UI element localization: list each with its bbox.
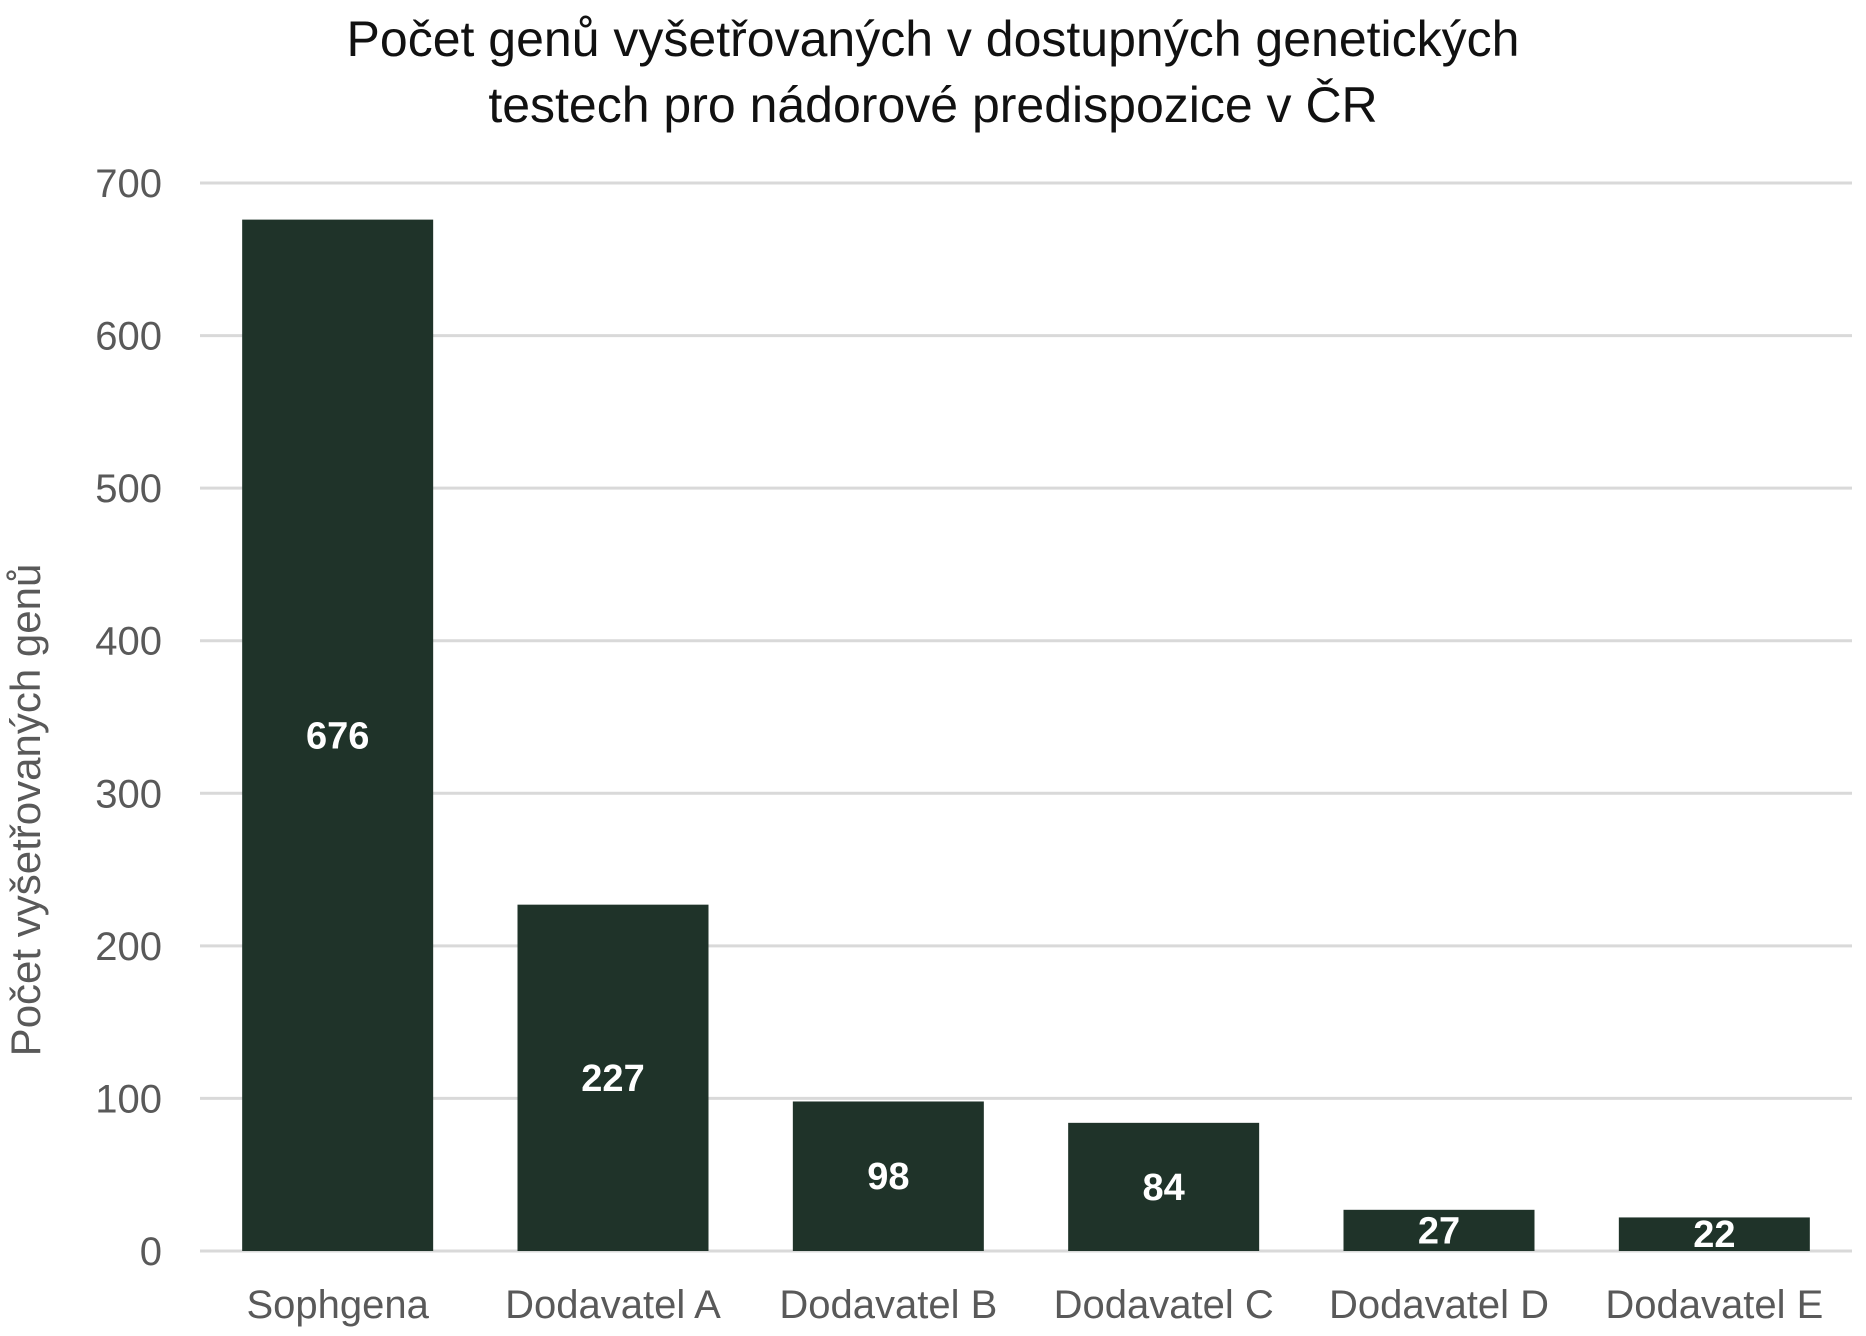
y-tick-label: 400 <box>95 620 162 664</box>
x-category-label: Dodavatel D <box>1329 1283 1549 1327</box>
y-tick-label: 600 <box>95 315 162 359</box>
y-tick-label: 200 <box>95 925 162 969</box>
bar <box>1343 1209 1535 1251</box>
chart-title-line-1: Počet genů vyšetřovaných v dostupných ge… <box>346 11 1520 67</box>
gridlines <box>200 181 1852 1253</box>
y-axis-title: Počet vyšetřovaných genů <box>2 564 49 1057</box>
x-category-label: Dodavatel E <box>1605 1283 1823 1327</box>
data-label: 22 <box>1693 1214 1735 1256</box>
data-label: 227 <box>581 1058 644 1100</box>
y-tick-label: 300 <box>95 772 162 816</box>
bars <box>242 219 1810 1251</box>
x-category-label: Dodavatel C <box>1054 1283 1274 1327</box>
y-axis-ticks: 0 100 200 300 400 500 600 700 <box>95 162 162 1274</box>
bar <box>1068 1122 1260 1251</box>
data-label: 676 <box>306 715 369 757</box>
x-category-label: Dodavatel B <box>779 1283 997 1327</box>
y-tick-label: 700 <box>95 162 162 206</box>
y-tick-label: 100 <box>95 1077 162 1121</box>
bar <box>517 904 709 1251</box>
y-tick-label: 0 <box>140 1230 162 1274</box>
x-axis-categories: Sophgena Dodavatel A Dodavatel B Dodavatel … <box>246 1283 1823 1327</box>
data-label: 98 <box>867 1156 909 1198</box>
x-category-label: Dodavatel A <box>505 1283 721 1327</box>
bar <box>242 219 434 1251</box>
y-tick-label: 500 <box>95 467 162 511</box>
bar <box>1618 1217 1810 1251</box>
chart-title: Počet genů vyšetřovaných v dostupných ge… <box>0 6 1866 138</box>
bar <box>792 1101 984 1251</box>
data-label: 27 <box>1418 1210 1460 1252</box>
chart-title-line-2: testech pro nádorové predispozice v ČR <box>488 77 1378 133</box>
data-label: 84 <box>1143 1167 1185 1209</box>
data-labels: 676 227 98 84 27 22 <box>306 715 1736 1256</box>
x-category-label: Sophgena <box>246 1283 429 1327</box>
